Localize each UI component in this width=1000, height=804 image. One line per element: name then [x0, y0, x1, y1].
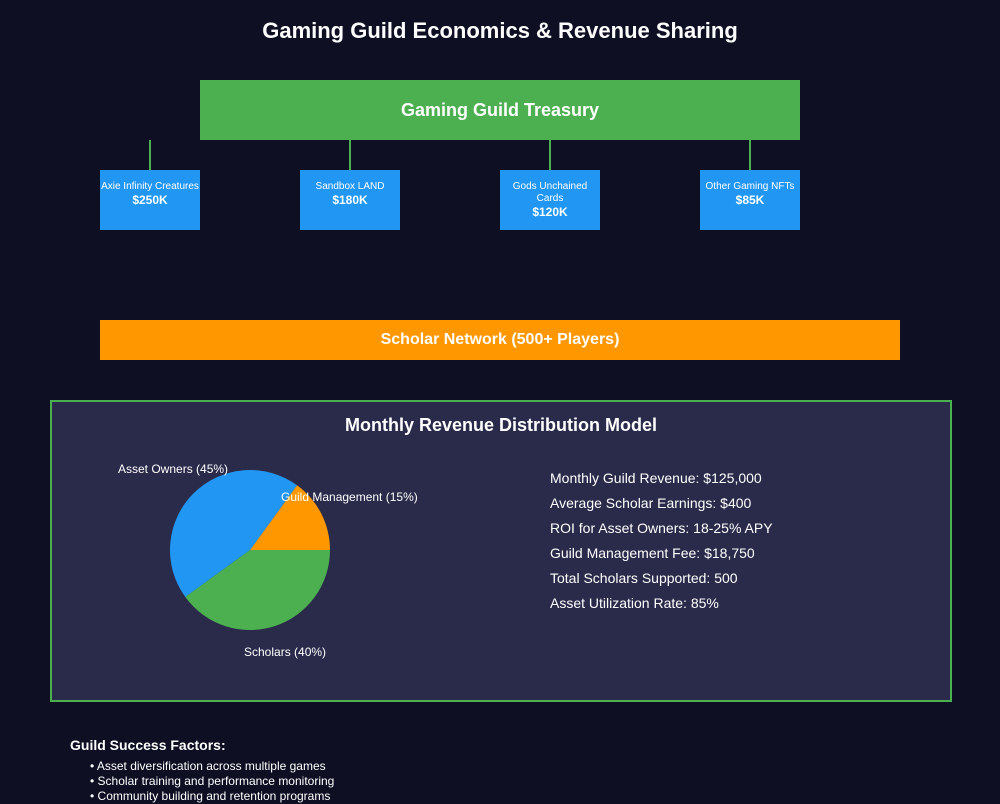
asset-node-gods-unchained: Gods Unchained Cards $120K	[500, 170, 600, 230]
pie-slice-asset-owners	[170, 470, 298, 598]
list-item: Asset diversification across multiple ga…	[90, 759, 334, 774]
asset-value: $250K	[132, 193, 168, 207]
distribution-title: Monthly Revenue Distribution Model	[344, 415, 657, 435]
page-title: Gaming Guild Economics & Revenue Sharing	[262, 18, 738, 43]
revenue-pie-chart	[170, 470, 330, 630]
treasury-label: Gaming Guild Treasury	[400, 99, 600, 120]
pie-label-scholars: Scholars (40%)	[244, 645, 327, 659]
treasury-node: Gaming Guild Treasury	[200, 80, 800, 140]
asset-name: Gods Unchained Cards	[512, 181, 588, 204]
pie-label-guild-management: Guild Management (15%)	[281, 490, 418, 504]
asset-value: $85K	[735, 193, 765, 207]
connector-line	[349, 140, 351, 170]
stats-list: Monthly Guild Revenue: $125,000 Average …	[550, 466, 773, 616]
pie-label-asset-owners: Asset Owners (45%)	[118, 462, 229, 476]
list-item: Scholar training and performance monitor…	[90, 774, 335, 789]
stat-total-scholars: Total Scholars Supported: 500	[550, 570, 738, 586]
asset-value: $180K	[332, 193, 368, 207]
asset-name: Axie Infinity Creatures	[101, 181, 199, 192]
stat-roi: ROI for Asset Owners: 18-25% APY	[550, 520, 773, 536]
connector-line	[749, 140, 751, 170]
list-item: Community building and retention program…	[90, 789, 334, 804]
asset-value: $120K	[532, 205, 568, 219]
asset-name: Other Gaming NFTs	[705, 181, 795, 192]
asset-node-other-nfts: Other Gaming NFTs $85K	[700, 170, 800, 230]
success-factors-list: Asset diversification across multiple ga…	[90, 759, 334, 804]
asset-node-axie: Axie Infinity Creatures $250K	[100, 170, 200, 230]
pie-slice-guild-management	[250, 485, 330, 550]
connector-line	[549, 140, 551, 170]
distribution-panel: Monthly Revenue Distribution Model Asset…	[50, 400, 952, 702]
connector-line	[149, 140, 151, 170]
scholar-network-label: Scholar Network (500+ Players)	[380, 331, 620, 348]
stat-scholar-earnings: Average Scholar Earnings: $400	[550, 495, 752, 511]
scholar-network-node: Scholar Network (500+ Players)	[100, 320, 900, 360]
stat-monthly-revenue: Monthly Guild Revenue: $125,000	[550, 470, 762, 486]
stat-utilization: Asset Utilization Rate: 85%	[550, 595, 719, 611]
pie-slice-scholars	[185, 550, 330, 630]
stat-management-fee: Guild Management Fee: $18,750	[550, 545, 755, 561]
success-factors-title: Guild Success Factors:	[70, 737, 226, 753]
asset-name: Sandbox LAND	[315, 181, 385, 192]
asset-node-sandbox: Sandbox LAND $180K	[300, 170, 400, 230]
